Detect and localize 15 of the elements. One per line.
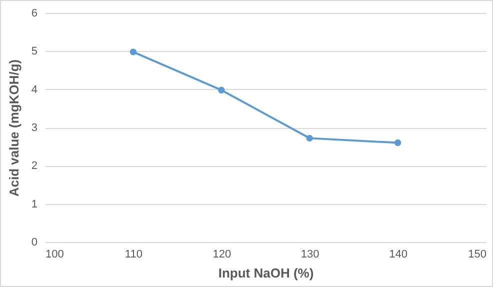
y-tick-label: 2 — [31, 160, 38, 172]
y-tick-label: 4 — [31, 84, 38, 96]
y-tick-label: 3 — [31, 122, 38, 134]
y-tick-label: 6 — [31, 8, 38, 20]
x-tick-label: 140 — [389, 248, 408, 260]
x-tick-label: 120 — [212, 248, 232, 260]
y-axis-title: Acid value (mgKOH/g) — [6, 59, 22, 197]
x-tick-label: 100 — [46, 248, 64, 260]
y-tick-label: 1 — [31, 198, 38, 210]
y-tick-label: 0 — [31, 236, 38, 248]
x-tick-label: 150 — [468, 248, 486, 260]
x-tick-label: 110 — [124, 248, 142, 260]
x-tick-label: 130 — [300, 248, 320, 260]
y-tick-label: 5 — [31, 46, 38, 58]
x-axis-title: Input NaOH (%) — [218, 266, 314, 280]
